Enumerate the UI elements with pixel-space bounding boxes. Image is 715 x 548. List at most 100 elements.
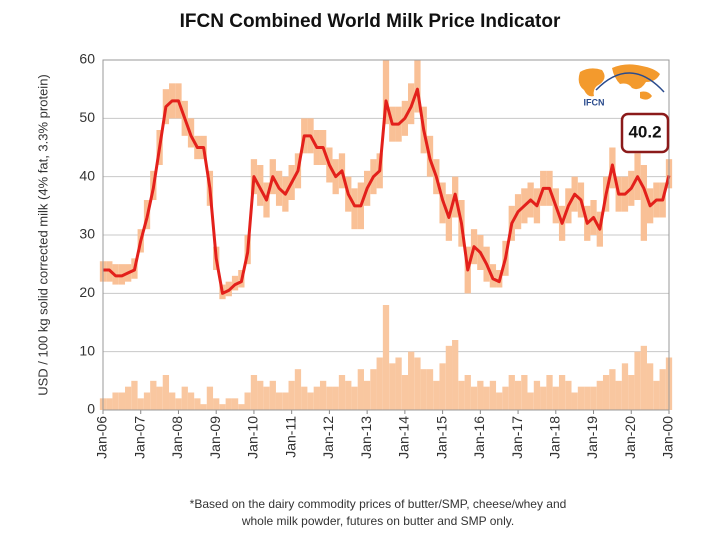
volatility-bar <box>194 398 201 410</box>
volatility-bar <box>382 305 390 410</box>
volatility-bar <box>483 386 490 410</box>
volatility-bar <box>477 380 484 410</box>
volatility-bar <box>275 392 283 410</box>
volatility-bar <box>118 392 126 410</box>
volatility-bar <box>156 386 163 410</box>
volatility-bar <box>596 380 603 410</box>
volatility-bar <box>565 380 572 410</box>
x-tick-label: Jan-10 <box>245 416 261 459</box>
price-range <box>414 60 421 113</box>
volatility-bar <box>640 345 647 410</box>
y-tick-label: 0 <box>87 401 95 417</box>
footnote: *Based on the dairy commodity prices of … <box>190 497 567 511</box>
x-tick-label: Jan-20 <box>622 416 638 459</box>
volatility-bar <box>131 380 138 410</box>
y-axis-label: USD / 100 kg solid corrected milk (4% fa… <box>35 74 50 396</box>
volatility-bar <box>338 375 346 410</box>
x-tick-label: Jan-06 <box>94 416 110 459</box>
volatility-bar <box>313 386 320 410</box>
volatility-bar <box>332 386 339 410</box>
volatility-bar <box>150 380 157 410</box>
volatility-bar <box>646 363 654 410</box>
x-tick-label: Jan-07 <box>131 416 147 459</box>
volatility-bar <box>257 380 264 410</box>
volatility-bar <box>301 386 308 410</box>
volatility-bar <box>408 351 415 410</box>
plot-border <box>102 59 670 411</box>
volatility-bar <box>175 398 182 410</box>
volatility-bar <box>659 369 666 410</box>
logo-arc <box>595 72 665 93</box>
volatility-bar <box>401 375 409 410</box>
y-tick-label: 60 <box>79 51 95 67</box>
volatility-bar <box>602 375 610 410</box>
y-tick-label: 10 <box>79 342 95 358</box>
volatility-bar <box>187 392 195 410</box>
volatility-bar <box>496 392 503 410</box>
volatility-bar <box>389 363 396 410</box>
volatility-bar <box>445 345 453 410</box>
volatility-bar <box>571 392 578 410</box>
volatility-bar <box>250 375 258 410</box>
volatility-bar <box>162 375 170 410</box>
volatility-bar <box>200 404 207 410</box>
volatility-bar <box>464 375 471 410</box>
volatility-bar <box>414 357 421 410</box>
y-tick-label: 30 <box>79 226 95 242</box>
volatility-bar <box>238 404 245 410</box>
volatility-bar <box>584 386 591 410</box>
price-range <box>351 188 358 230</box>
footnote: whole milk powder, futures on butter and… <box>241 514 514 528</box>
x-tick-label: Jan-11 <box>282 416 298 458</box>
volatility-bar <box>470 386 478 410</box>
volatility-bar <box>143 392 151 410</box>
x-tick-label: Jan-09 <box>207 416 223 459</box>
volatility-bar <box>546 375 553 410</box>
volatility-bar <box>533 380 541 410</box>
price-line <box>103 87 671 295</box>
x-tick-label: Jan-00 <box>660 416 676 459</box>
volatility-bar <box>540 386 547 410</box>
x-tick-label: Jan-18 <box>547 416 563 459</box>
volatility-bar <box>294 369 302 410</box>
logo: IFCN <box>575 62 667 112</box>
volatility-bar <box>433 380 440 410</box>
volatility-bar <box>244 392 251 410</box>
volatility-bar <box>169 392 176 410</box>
volatility-bar <box>263 386 270 410</box>
volatility-bar <box>489 380 497 410</box>
annotation-label: 40.2 <box>628 122 661 141</box>
volatility-bar <box>420 369 427 410</box>
volatility-bar <box>508 375 515 410</box>
volatility-bar <box>357 369 364 410</box>
x-tick-label: Jan-12 <box>320 416 336 459</box>
volatility-bar <box>319 380 327 410</box>
volatility-bar <box>345 380 352 410</box>
x-tick-label: Jan-15 <box>433 416 449 459</box>
price-range <box>640 165 647 241</box>
volatility-bar <box>502 386 509 410</box>
x-tick-label: Jan-19 <box>584 416 600 459</box>
volatility-bar <box>634 351 641 410</box>
volatility-bar <box>653 380 660 410</box>
volatility-bar <box>231 398 239 410</box>
volatility-bar <box>282 392 289 410</box>
volatility-bar <box>439 363 446 410</box>
logo-map <box>578 64 660 100</box>
volatility-bar <box>558 375 566 410</box>
volatility-bar <box>590 386 597 410</box>
volatility-bar <box>552 386 559 410</box>
volatility-bar <box>609 369 616 410</box>
volatility-bar <box>395 357 402 410</box>
y-tick-label: 50 <box>79 109 95 125</box>
volatility-bar <box>370 369 377 410</box>
y-tick-label: 20 <box>79 284 95 300</box>
volatility-bar <box>376 357 383 410</box>
volatility-bar <box>206 386 214 410</box>
volatility-bar <box>181 386 188 410</box>
volatility-bar <box>213 398 220 410</box>
volatility-bar <box>106 398 113 410</box>
y-tick-label: 40 <box>79 167 95 183</box>
volatility-bar <box>521 375 528 410</box>
